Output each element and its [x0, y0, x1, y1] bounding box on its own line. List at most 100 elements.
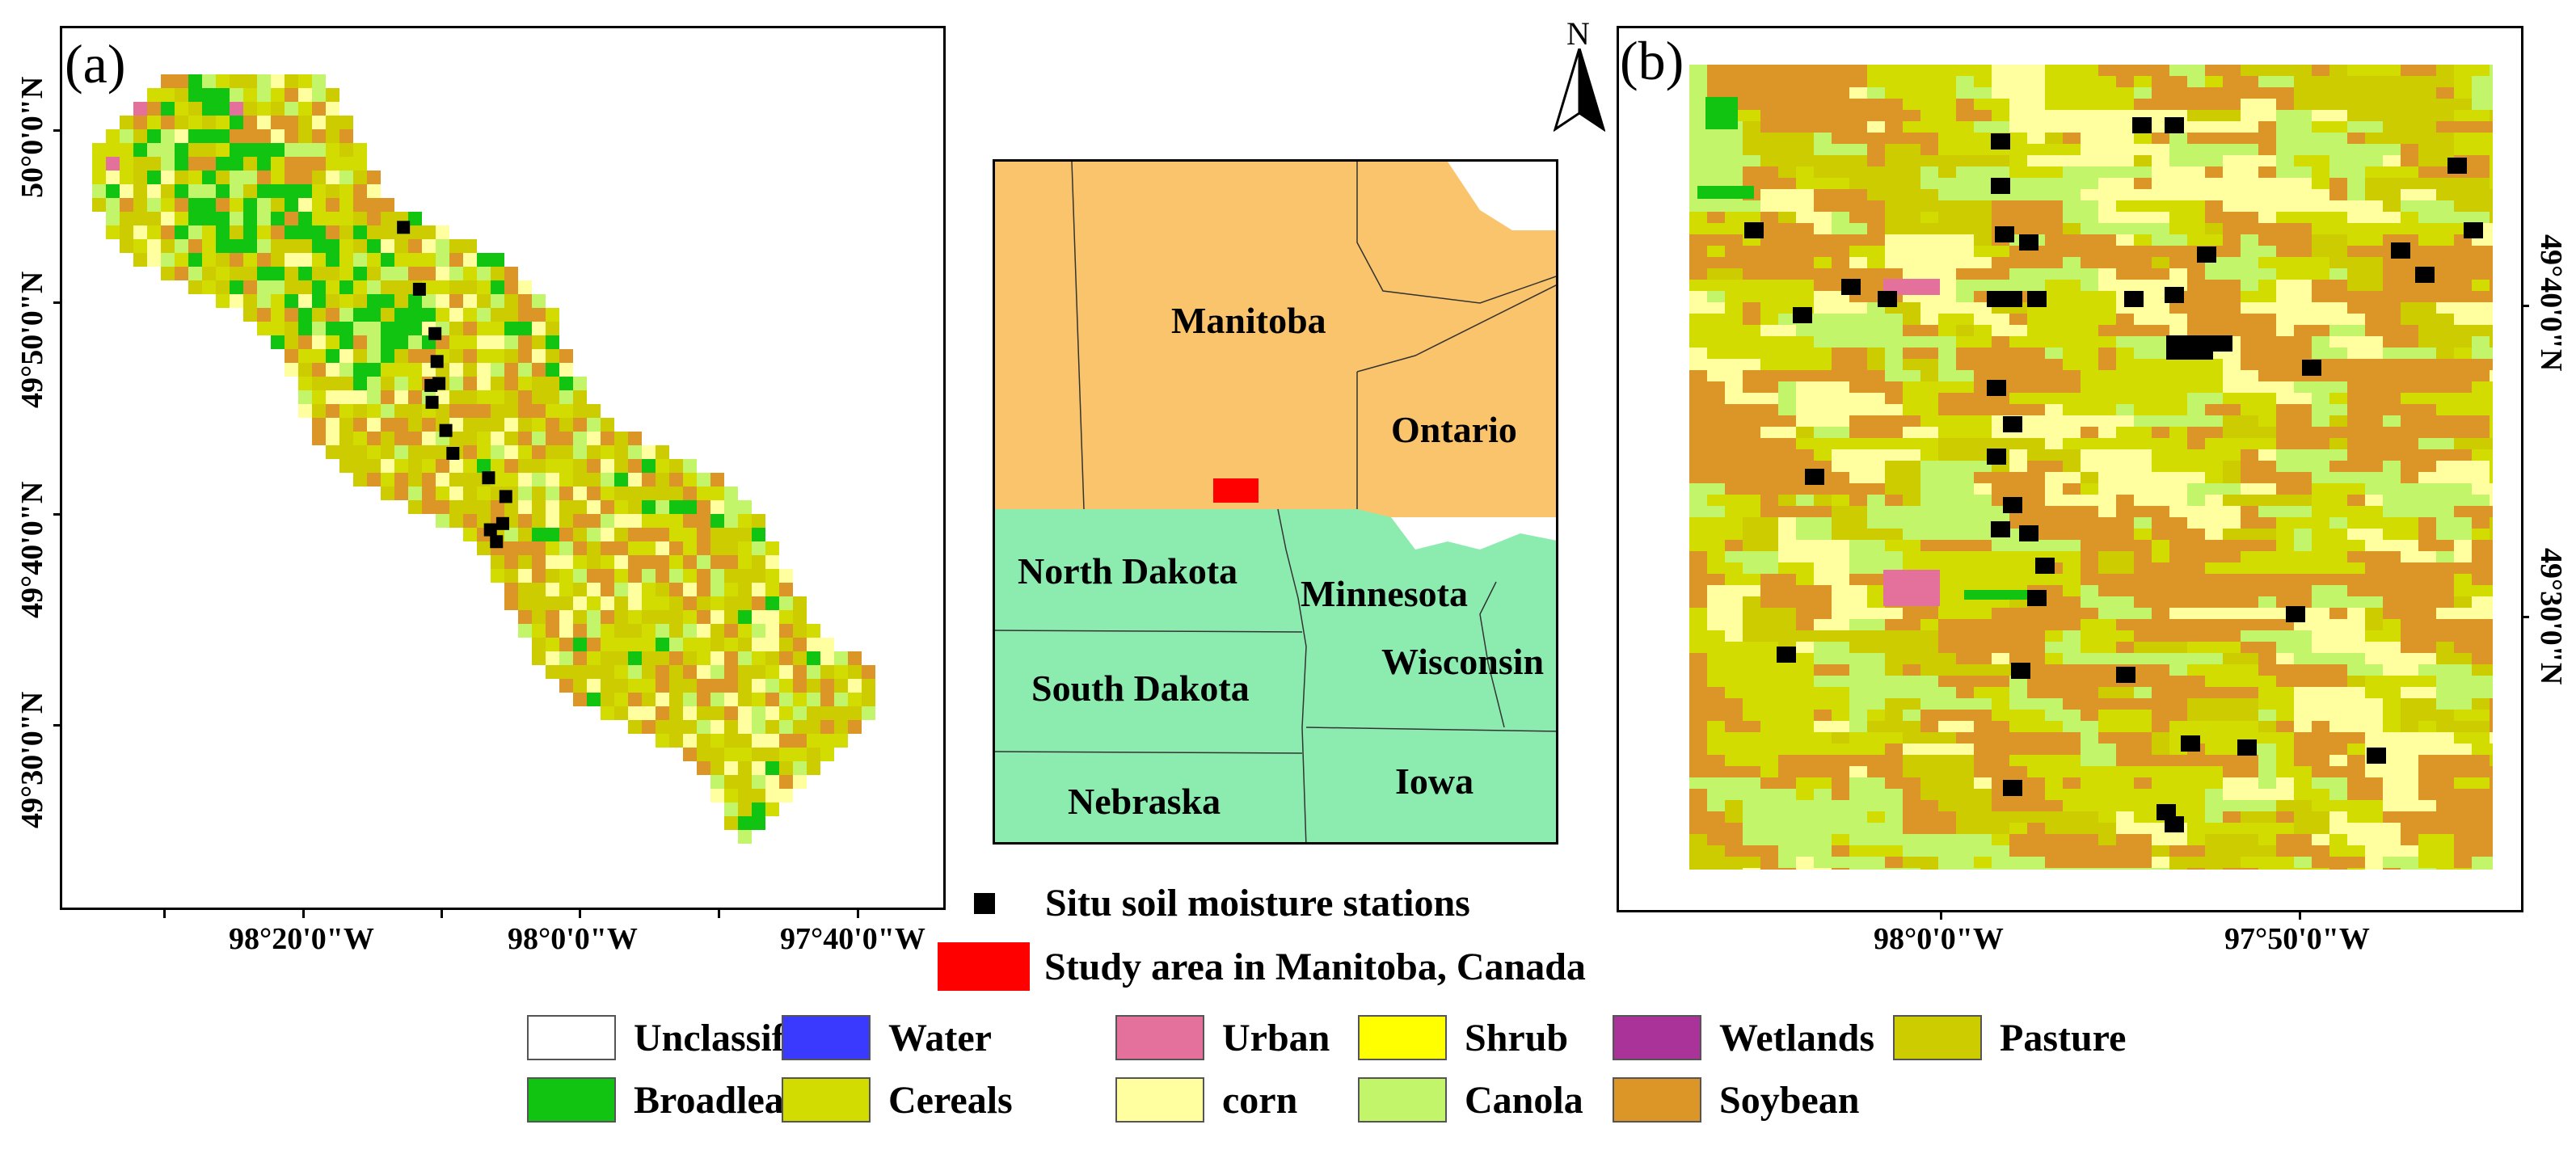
inset-locator-map: Manitoba Ontario North Dakota Minnesota … [993, 159, 1558, 845]
region-label-minnesota: Minnesota [1301, 573, 1468, 614]
station-marker [2166, 335, 2213, 360]
station-marker [2003, 780, 2022, 796]
station-marker [2237, 739, 2257, 756]
station-marker [424, 378, 438, 392]
station-marker [2165, 816, 2184, 832]
legend-label-soybean: Soybean [1719, 1078, 1860, 1122]
legend-stations-label: Situ soil moisture stations [1045, 882, 1470, 925]
station-marker [1878, 291, 1897, 307]
station-square-icon [974, 892, 995, 914]
legend-study-area-label: Study area in Manitoba, Canada [1044, 945, 1586, 988]
panel-a-cells [92, 74, 875, 844]
station-marker [2391, 242, 2410, 259]
region-label-ontario: Ontario [1391, 409, 1517, 450]
region-label-south-dakota: South Dakota [1031, 668, 1250, 709]
legend-item-cereals: Cereals [782, 1077, 1013, 1123]
broadleaf-patch [1964, 590, 2037, 600]
station-marker [2302, 360, 2321, 376]
station-marker [2019, 234, 2038, 251]
station-marker [1744, 222, 1764, 238]
legend-item-water: Water [782, 1015, 992, 1060]
legend-item-pasture: Pasture [1893, 1015, 2126, 1060]
legend-item-canola: Canola [1358, 1077, 1583, 1123]
lat-label-b-2: 49°30'0"N [2534, 548, 2568, 685]
legend-label-shrub: Shrub [1465, 1016, 1569, 1059]
station-marker [397, 221, 411, 234]
station-marker [2165, 117, 2184, 133]
region-label-iowa: Iowa [1395, 760, 1474, 802]
legend-item-wetlands: Wetlands [1613, 1015, 1874, 1060]
legend-label-water: Water [888, 1016, 992, 1059]
panel-a-label: (a) [65, 33, 126, 95]
station-marker [2116, 667, 2135, 683]
urban-patch [1883, 279, 1940, 295]
north-arrow-icon [1554, 48, 1605, 133]
canada-region [995, 162, 1556, 517]
station-marker [2132, 117, 2152, 133]
station-marker [2165, 287, 2184, 303]
broadleaf-patch [1697, 186, 1754, 199]
legend-swatch-pasture [1893, 1015, 1982, 1060]
legend-item-soybean: Soybean [1613, 1077, 1859, 1123]
station-marker [425, 395, 439, 409]
station-marker [499, 490, 512, 503]
station-marker [490, 535, 504, 549]
panel-b-landcover-map [1689, 65, 2493, 870]
station-marker [1841, 279, 1861, 295]
lon-label-a-3: 97°40'0"W [780, 922, 925, 956]
lon-label-b-2: 97°50'0"W [2224, 922, 2370, 956]
station-marker [482, 471, 495, 485]
legend-item-urban: Urban [1115, 1015, 1330, 1060]
legend-item-corn: corn [1115, 1077, 1297, 1123]
station-marker [483, 523, 497, 537]
station-marker [2181, 735, 2200, 752]
study-area-swatch-icon [938, 942, 1030, 991]
broadleaf-patch [1705, 97, 1738, 129]
legend-swatch-shrub [1358, 1015, 1447, 1060]
station-marker [1991, 178, 2010, 194]
station-marker [1805, 469, 1824, 485]
legend-label-broadleaf: Broadleaf [634, 1078, 797, 1122]
lat-label-a-3: 49°40'0"N [15, 481, 49, 618]
region-label-nebraska: Nebraska [1068, 781, 1221, 822]
station-marker [1987, 449, 2006, 465]
station-marker [2124, 291, 2144, 307]
lat-label-b-1: 49°40'0"N [2534, 234, 2568, 372]
station-marker [428, 326, 442, 340]
panel-b-stations [1744, 117, 2483, 832]
station-marker [2213, 335, 2232, 352]
legend-label-cereals: Cereals [888, 1078, 1013, 1122]
study-area-marker [1213, 478, 1258, 503]
inset-map-svg [995, 162, 1556, 842]
panel-a-landcover-map [92, 74, 875, 844]
region-label-manitoba: Manitoba [1171, 300, 1326, 341]
legend-swatch-corn [1115, 1077, 1204, 1123]
legend-swatch-unclassified [527, 1015, 616, 1060]
usa-region [995, 509, 1556, 842]
station-marker [2003, 291, 2022, 307]
station-marker [1991, 521, 2010, 537]
region-label-wisconsin: Wisconsin [1381, 641, 1545, 682]
legend-label-canola: Canola [1465, 1078, 1583, 1122]
north-arrow-letter: N [1566, 15, 1590, 52]
hudson-bay-water [1448, 162, 1556, 230]
legend-swatch-canola [1358, 1077, 1447, 1123]
legend-label-urban: Urban [1222, 1016, 1330, 1059]
lon-label-b-1: 98°0'0"W [1874, 922, 2004, 956]
legend-item-shrub: Shrub [1358, 1015, 1568, 1060]
station-marker [495, 516, 509, 530]
station-marker [2027, 590, 2047, 606]
station-marker [1777, 647, 1796, 663]
urban-patch [1883, 570, 1940, 606]
legend-swatch-broadleaf [527, 1077, 616, 1123]
legend-stations: Situ soil moisture stations [974, 881, 1470, 925]
station-marker [2197, 246, 2216, 263]
legend-swatch-water [782, 1015, 871, 1060]
legend-label-wetlands: Wetlands [1719, 1016, 1875, 1059]
station-marker [439, 423, 453, 437]
legend-swatch-cereals [782, 1077, 871, 1123]
region-label-north-dakota: North Dakota [1018, 550, 1238, 592]
station-marker [2003, 416, 2022, 432]
legend-swatch-soybean [1613, 1077, 1701, 1123]
legend-label-pasture: Pasture [2000, 1016, 2127, 1059]
